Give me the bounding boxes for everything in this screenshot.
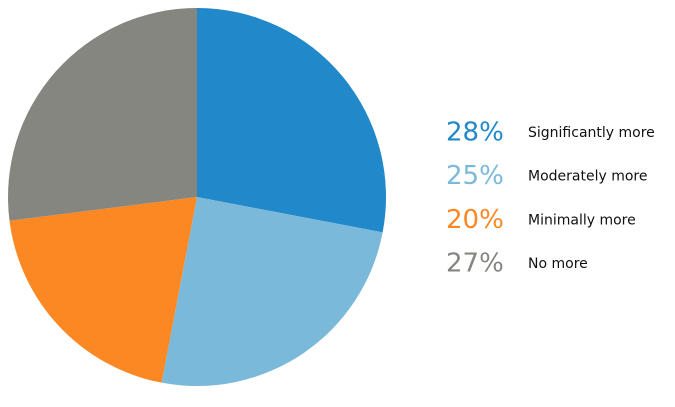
legend-value: 28% — [446, 118, 504, 148]
legend-value: 25% — [446, 161, 504, 191]
pie-slice — [161, 197, 383, 386]
pie-slice — [7, 8, 197, 221]
legend-label: Significantly more — [528, 125, 655, 141]
legend-label: No more — [528, 256, 588, 272]
pie-slice — [9, 197, 197, 383]
pie-slice — [197, 8, 386, 233]
legend-value: 27% — [446, 249, 504, 279]
legend-label: Moderately more — [528, 169, 647, 185]
legend-value: 20% — [446, 205, 504, 235]
legend-label: Minimally more — [528, 212, 636, 228]
